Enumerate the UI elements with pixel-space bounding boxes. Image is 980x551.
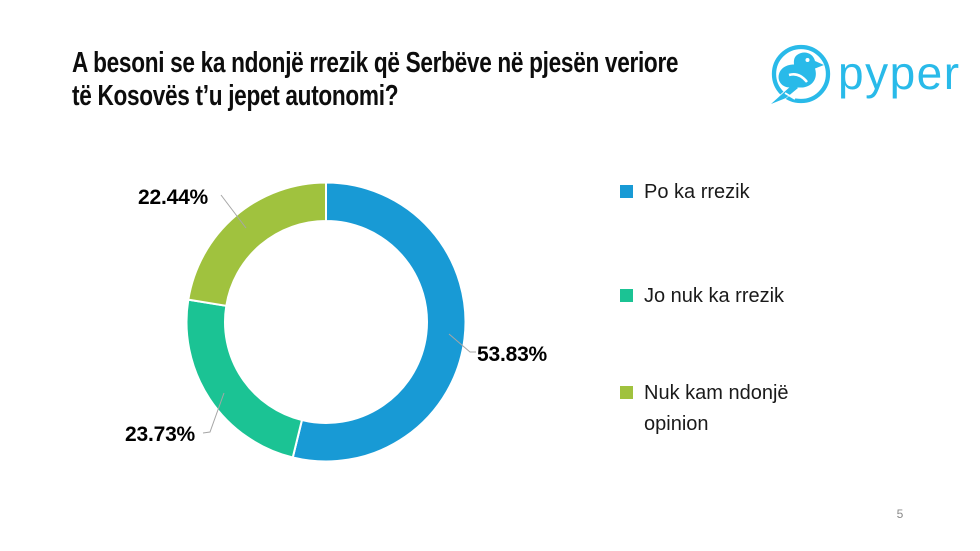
legend-swatch-teal	[620, 289, 633, 302]
bird-tail-split	[784, 92, 796, 100]
legend-item-nuk-kam-opinion[interactable]: Nuk kam ndonjë opinion	[620, 378, 822, 440]
pyper-logo: pyper	[768, 40, 973, 112]
leader-line-blue	[448, 333, 476, 353]
slide-title-line2: të Kosovës t’u jepet autonomi?	[72, 80, 399, 112]
chart-legend: Po ka rrezik Jo nuk ka rrezik Nuk kam nd…	[620, 0, 880, 551]
bird-body	[778, 52, 824, 88]
leader-line-olive	[220, 194, 247, 229]
legend-label: Jo nuk ka rrezik	[644, 285, 785, 307]
donut-slice-2[interactable]	[185, 298, 304, 459]
leader-line-teal	[202, 392, 225, 434]
bird-eye	[805, 58, 810, 62]
legend-item-po-ka-rrezik[interactable]: Po ka rrezik	[620, 177, 822, 208]
slide-title-line1: A besoni se ka ndonjë rrezik që Serbëve …	[72, 47, 679, 79]
data-label-nuk-kam-opinion: 22.44%	[138, 186, 209, 209]
slide-title: A besoni se ka ndonjë rrezik që Serbëve …	[72, 47, 679, 113]
logo-wordmark: pyper	[838, 47, 961, 99]
logo-circle	[771, 44, 831, 104]
legend-item-jo-nuk-ka-rrezik[interactable]: Jo nuk ka rrezik	[620, 281, 822, 312]
bird-tail	[771, 85, 798, 104]
data-label-jo-nuk-ka-rrezik: 23.73%	[125, 423, 196, 446]
page-number: 5	[896, 507, 904, 521]
donut-slice-3[interactable]	[187, 181, 327, 307]
donut-slice-1[interactable]	[291, 181, 467, 463]
bird-icon	[768, 44, 831, 112]
legend-label: Po ka rrezik	[644, 181, 750, 203]
legend-label: Nuk kam ndonjë opinion	[644, 382, 789, 435]
data-label-po-ka-rrezik: 53.83%	[477, 343, 548, 366]
bird-wing	[788, 73, 808, 83]
pyper-logo-svg: pyper	[768, 44, 961, 112]
legend-swatch-olive	[620, 386, 633, 399]
legend-swatch-blue	[620, 185, 633, 198]
